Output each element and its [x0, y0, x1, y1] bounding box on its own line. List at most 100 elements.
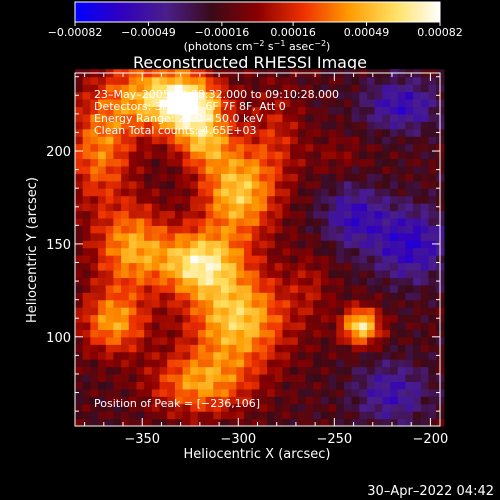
colorbar-tick-label: 0.00082	[417, 26, 463, 39]
heatmap-cell	[228, 143, 237, 152]
heatmap-cell	[75, 99, 84, 108]
heatmap-cell	[336, 151, 345, 160]
heatmap-cell	[236, 292, 245, 301]
heatmap-cell	[236, 84, 245, 93]
heatmap-cell	[367, 91, 376, 100]
heatmap-cell	[351, 128, 360, 137]
heatmap-cell	[328, 203, 337, 212]
heatmap-cell	[305, 113, 314, 122]
heatmap-cell	[382, 366, 391, 375]
heatmap-cell	[105, 195, 115, 204]
heatmap-cell	[167, 195, 176, 204]
heatmap-cell	[136, 84, 145, 93]
heatmap-cell	[113, 255, 122, 264]
heatmap-cell	[236, 203, 245, 212]
heatmap-cell	[320, 113, 330, 122]
heatmap-cell	[90, 188, 99, 197]
heatmap-cell	[82, 269, 91, 278]
heatmap-cell	[82, 255, 91, 264]
heatmap-cell	[75, 262, 84, 271]
heatmap-cell	[282, 255, 291, 264]
heatmap-cell	[351, 344, 360, 353]
heatmap-cell	[228, 240, 237, 249]
heatmap-cell	[197, 217, 207, 226]
heatmap-cell	[113, 195, 122, 204]
heatmap-cell	[290, 203, 299, 212]
heatmap-cell	[413, 143, 422, 152]
x-tick-label: −300	[220, 432, 256, 447]
heatmap-cell	[413, 210, 422, 219]
heatmap-cell	[90, 321, 99, 330]
heatmap-cell	[390, 203, 399, 212]
heatmap-cell	[420, 76, 430, 85]
heatmap-cell	[343, 329, 353, 338]
heatmap-cell	[351, 210, 360, 219]
heatmap-cell	[213, 113, 222, 122]
heatmap-cell	[144, 195, 153, 204]
heatmap-cell	[167, 151, 176, 160]
heatmap-cell	[136, 151, 145, 160]
heatmap-cell	[336, 255, 345, 264]
heatmap-cell	[159, 195, 168, 204]
heatmap-cell	[213, 329, 222, 338]
heatmap-cell	[305, 314, 314, 323]
heatmap-cell	[313, 255, 322, 264]
heatmap-cell	[397, 106, 407, 115]
heatmap-cell	[221, 269, 230, 278]
heatmap-cell	[382, 151, 391, 160]
heatmap-cell	[244, 232, 253, 241]
heatmap-cell	[267, 217, 276, 226]
heatmap-cell	[405, 299, 414, 308]
heatmap-cell	[121, 255, 130, 264]
heatmap-cell	[98, 255, 107, 264]
heatmap-cell	[221, 284, 230, 293]
heatmap-cell	[267, 91, 276, 100]
heatmap-cell	[343, 373, 353, 383]
heatmap-cell	[213, 158, 222, 167]
heatmap-cell	[105, 314, 115, 323]
heatmap-cell	[90, 136, 99, 145]
heatmap-cell	[174, 217, 184, 226]
heatmap-cell	[320, 158, 330, 167]
heatmap-cell	[121, 225, 130, 234]
heatmap-cell	[236, 158, 245, 167]
heatmap-cell	[251, 284, 261, 293]
heatmap-cell	[221, 91, 230, 100]
heatmap-cell	[374, 128, 383, 137]
heatmap-cell	[144, 403, 153, 412]
heatmap-cell	[382, 344, 391, 353]
heatmap-cell	[420, 381, 430, 390]
heatmap-cell	[343, 262, 353, 271]
heatmap-cell	[374, 173, 383, 182]
heatmap-cell	[75, 284, 84, 293]
heatmap-cell	[151, 113, 161, 122]
heatmap-cell	[336, 128, 345, 137]
heatmap-cell	[98, 269, 107, 278]
heatmap-cell	[359, 411, 368, 420]
x-tick-label: −250	[316, 432, 352, 447]
heatmap-cell	[98, 418, 107, 427]
heatmap-cell	[328, 344, 337, 353]
heatmap-cell	[290, 359, 299, 368]
heatmap-cell	[98, 232, 107, 241]
heatmap-cell	[159, 418, 168, 427]
heatmap-cell	[367, 255, 376, 264]
heatmap-cell	[397, 344, 407, 353]
heatmap-cell	[98, 136, 107, 145]
heatmap-cell	[228, 411, 237, 420]
heatmap-cell	[336, 292, 345, 301]
heatmap-cell	[113, 210, 122, 219]
heatmap-cell	[182, 136, 191, 145]
heatmap-cell	[213, 403, 222, 412]
heatmap-cell	[213, 269, 222, 278]
heatmap-cell	[159, 240, 168, 249]
heatmap-cell	[75, 188, 84, 197]
heatmap-cell	[98, 240, 107, 249]
heatmap-cell	[359, 136, 368, 145]
heatmap-cell	[297, 240, 307, 249]
heatmap-cell	[320, 307, 330, 316]
heatmap-cell	[320, 314, 330, 323]
heatmap-cell	[182, 344, 191, 353]
heatmap-cell	[128, 128, 138, 137]
heatmap-cell	[405, 240, 414, 249]
